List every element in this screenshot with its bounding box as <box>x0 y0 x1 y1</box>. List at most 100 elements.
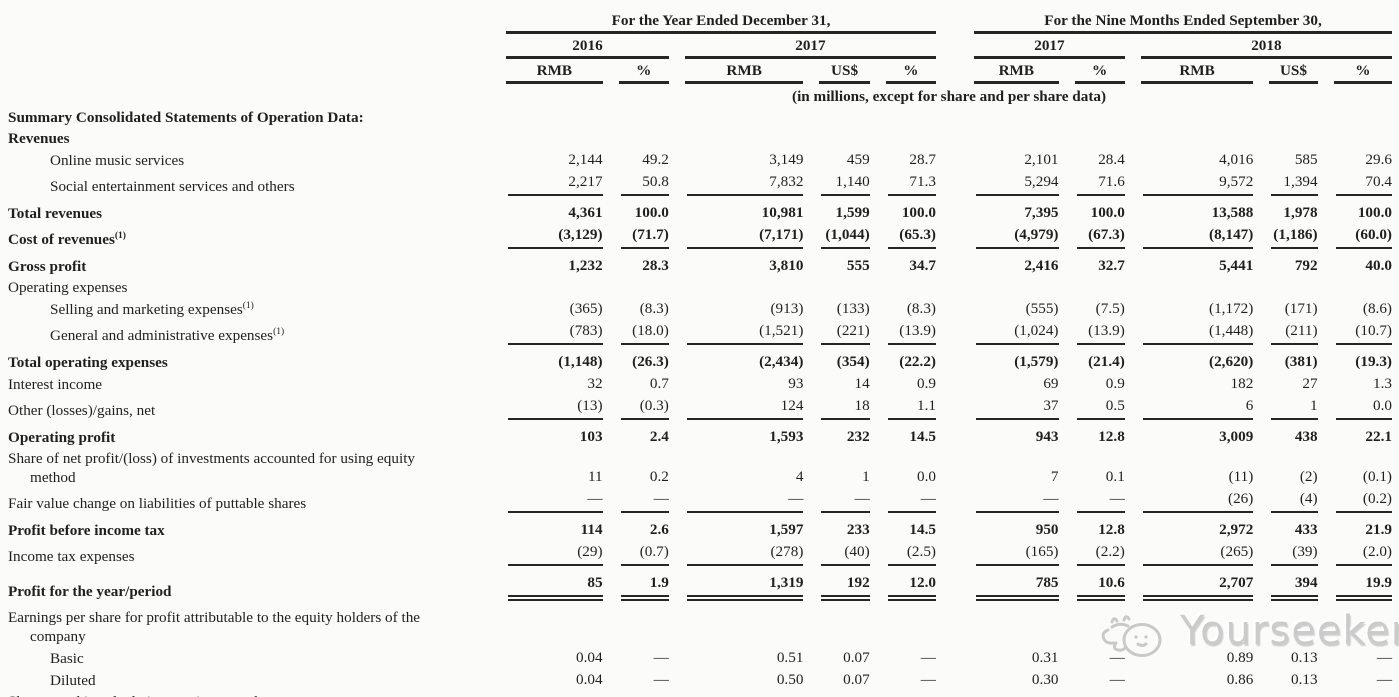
cell: 2,101 <box>1024 151 1059 168</box>
group-header-nine-months-label: For the Nine Months Ended September 30, <box>974 11 1392 34</box>
column-header-rmb: RMB <box>958 60 1059 85</box>
cell: (40) <box>803 541 870 567</box>
table-row: Interest income 32 0.7 93 14 0.9 69 0.9 182 27 1.3 <box>0 373 1392 395</box>
cell: 192 <box>803 567 870 602</box>
cell: 0.13 <box>1291 649 1318 666</box>
cell: 32.7 <box>1098 257 1125 274</box>
cell: — <box>803 488 870 514</box>
cell: 114 <box>580 521 603 538</box>
group-gap <box>936 421 958 448</box>
cell: 1.1 <box>870 395 936 421</box>
cell: (2,434) <box>759 353 804 370</box>
cell: (22.2) <box>899 353 936 370</box>
cell: 28.7 <box>909 151 936 168</box>
cell: 12.8 <box>1098 521 1125 538</box>
row-label-wrap: company <box>30 628 86 645</box>
cell: 50.8 <box>603 171 669 197</box>
row-label: Summary Consolidated Statements of Opera… <box>8 109 364 126</box>
cell: 28.4 <box>1098 151 1125 168</box>
table-row: Online music services 2,144 49.2 3,149 459 28… <box>0 149 1392 171</box>
cell: (26) <box>1125 488 1254 514</box>
cell: 0.04 <box>575 671 603 688</box>
cell: 2,707 <box>1125 567 1254 602</box>
cell: (171) <box>1284 300 1318 317</box>
table-row: Share of net profit/(loss) of investment… <box>0 448 1392 488</box>
row-label: Revenues <box>8 130 70 147</box>
cell: (1,186) <box>1253 224 1318 250</box>
group-gap <box>936 320 958 346</box>
group-gap <box>936 488 958 514</box>
cell: 0.51 <box>776 649 804 666</box>
footnote-marker: (1) <box>273 326 285 337</box>
row-label: Diluted <box>50 672 96 689</box>
cell: — <box>920 671 936 688</box>
cell: (4,979) <box>958 224 1059 250</box>
cell: (165) <box>958 541 1059 567</box>
group-gap <box>936 298 958 320</box>
cell: (1,521) <box>669 320 804 346</box>
period-header-2018: 2018 <box>1125 35 1392 60</box>
cell: (1,148) <box>558 353 603 370</box>
label-column-spacer <box>0 10 490 35</box>
row-label: Total operating expenses <box>8 354 168 371</box>
cell: (1,579) <box>1014 353 1059 370</box>
cell: — <box>920 649 936 666</box>
cell: (2,620) <box>1209 353 1254 370</box>
cell: (1,044) <box>803 224 870 250</box>
cell: (381) <box>1284 353 1318 370</box>
cell: 4,361 <box>568 204 603 221</box>
cell: (8,147) <box>1125 224 1254 250</box>
cell: 7 <box>1050 468 1059 485</box>
cell: 1,232 <box>568 257 603 274</box>
cell: (18.0) <box>603 320 669 346</box>
cell: 18 <box>803 395 870 421</box>
cell: (0.2) <box>1318 488 1392 514</box>
group-header-year-ended-label: For the Year Ended December 31, <box>506 11 936 34</box>
cell: 7,832 <box>669 171 804 197</box>
cell: — <box>603 488 669 514</box>
group-gap <box>936 395 958 421</box>
table-body: Summary Consolidated Statements of Opera… <box>0 107 1392 697</box>
row-label-wrap: method <box>30 469 76 486</box>
group-header-nine-months: For the Nine Months Ended September 30, <box>958 10 1392 35</box>
table-row: General and administrative expenses(1) (7… <box>0 320 1392 346</box>
column-header-rmb: RMB <box>669 60 804 85</box>
cell: (65.3) <box>870 224 936 250</box>
cell: (2.2) <box>1059 541 1125 567</box>
cell: (8.6) <box>1362 300 1392 317</box>
cell: 14 <box>854 375 870 392</box>
period-header-2017: 2017 <box>669 35 936 60</box>
cell: 2,144 <box>568 151 603 168</box>
cell: 2,416 <box>1024 257 1059 274</box>
units-note: (in millions, except for share and per s… <box>792 88 1107 105</box>
cell: 5,294 <box>958 171 1059 197</box>
cell: 14.5 <box>909 428 936 445</box>
cell: 29.6 <box>1365 151 1392 168</box>
cell: 12.0 <box>870 567 936 602</box>
cell: 785 <box>958 567 1059 602</box>
cell: 0.07 <box>843 671 870 688</box>
cell: 0.0 <box>1318 395 1392 421</box>
cell: (1,172) <box>1209 300 1254 317</box>
cell: 1 <box>862 468 870 485</box>
cell: 2.4 <box>649 428 669 445</box>
table-row: Profit for the year/period 85 1.9 1,319 192 1… <box>0 567 1392 602</box>
period-header-row: 2016 2017 2017 2018 <box>0 35 1392 60</box>
row-label: Profit before income tax <box>8 522 165 539</box>
cell: (60.0) <box>1318 224 1392 250</box>
group-header-row: For the Year Ended December 31, For the … <box>0 10 1392 35</box>
cell: (7,171) <box>669 224 804 250</box>
cell: 4 <box>795 468 804 485</box>
cell: 182 <box>1230 375 1254 392</box>
cell: (555) <box>1025 300 1059 317</box>
column-header-pct: % <box>1059 60 1125 85</box>
cell: 85 <box>490 567 603 602</box>
row-label: Operating profit <box>8 429 116 446</box>
cell: 943 <box>1035 428 1059 445</box>
group-gap <box>936 224 958 250</box>
cell: 1.3 <box>1373 375 1392 392</box>
table-row: Total operating expenses (1,148) (26.3) (2,… <box>0 346 1392 373</box>
cell: 0.89 <box>1226 649 1254 666</box>
cell: 3,810 <box>769 257 804 274</box>
cell: 0.13 <box>1291 671 1318 688</box>
